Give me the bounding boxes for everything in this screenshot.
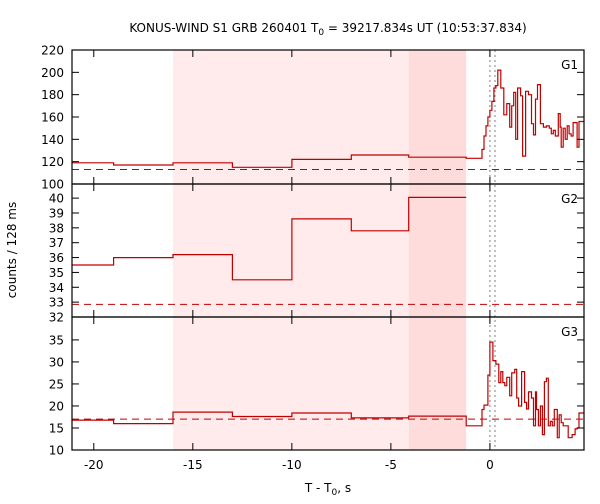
shaded-interval (173, 50, 409, 450)
shaded-interval (408, 50, 467, 450)
panel-label-g2: G2 (561, 192, 578, 206)
y-tick-label: 100 (41, 178, 64, 192)
interval-shading (173, 50, 467, 450)
y-tick-label: 140 (41, 133, 64, 147)
y-axis-label: counts / 128 ms (5, 202, 19, 298)
y-tick-label: 15 (49, 421, 64, 435)
count-rate-series (72, 69, 584, 439)
y-tick-label: 20 (49, 399, 64, 413)
x-tick-label: -5 (385, 458, 397, 472)
y-tick-label: 200 (41, 66, 64, 80)
y-tick-label: 36 (49, 251, 64, 265)
y-tick-label: 37 (49, 236, 64, 250)
series-g1 (72, 69, 584, 168)
y-tick-label: 160 (41, 111, 64, 125)
series-g2 (72, 196, 467, 281)
y-tick-label: 38 (49, 221, 64, 235)
background-level-lines (72, 168, 584, 420)
panel-label-g3: G3 (561, 325, 578, 339)
chart-title: KONUS-WIND S1 GRB 260401 T0 = 39217.834s… (129, 21, 526, 38)
y-tick-label: 33 (49, 296, 64, 310)
x-tick-label: -20 (84, 458, 104, 472)
y-tick-label: 120 (41, 155, 64, 169)
axis-ticks (72, 49, 584, 451)
x-tick-label: -15 (183, 458, 203, 472)
y-tick-label: 180 (41, 88, 64, 102)
y-tick-label: 39 (49, 206, 64, 220)
y-tick-label: 25 (49, 377, 64, 391)
y-tick-label: 34 (49, 281, 64, 295)
x-tick-label: -10 (282, 458, 302, 472)
y-tick-label: 32 (49, 311, 64, 325)
x-axis-label: T - T0, s (304, 481, 351, 498)
x-tick-label: 0 (486, 458, 494, 472)
y-tick-label: 10 (49, 444, 64, 458)
y-tick-label: 30 (49, 355, 64, 369)
panel-label-g1: G1 (561, 58, 578, 72)
y-tick-label: 35 (49, 333, 64, 347)
y-tick-label: 220 (41, 44, 64, 58)
tick-labels: 100120140160180200220G132333435363738394… (41, 44, 578, 473)
y-tick-label: 35 (49, 266, 64, 280)
series-g3 (72, 341, 584, 439)
y-tick-label: 40 (49, 192, 64, 206)
